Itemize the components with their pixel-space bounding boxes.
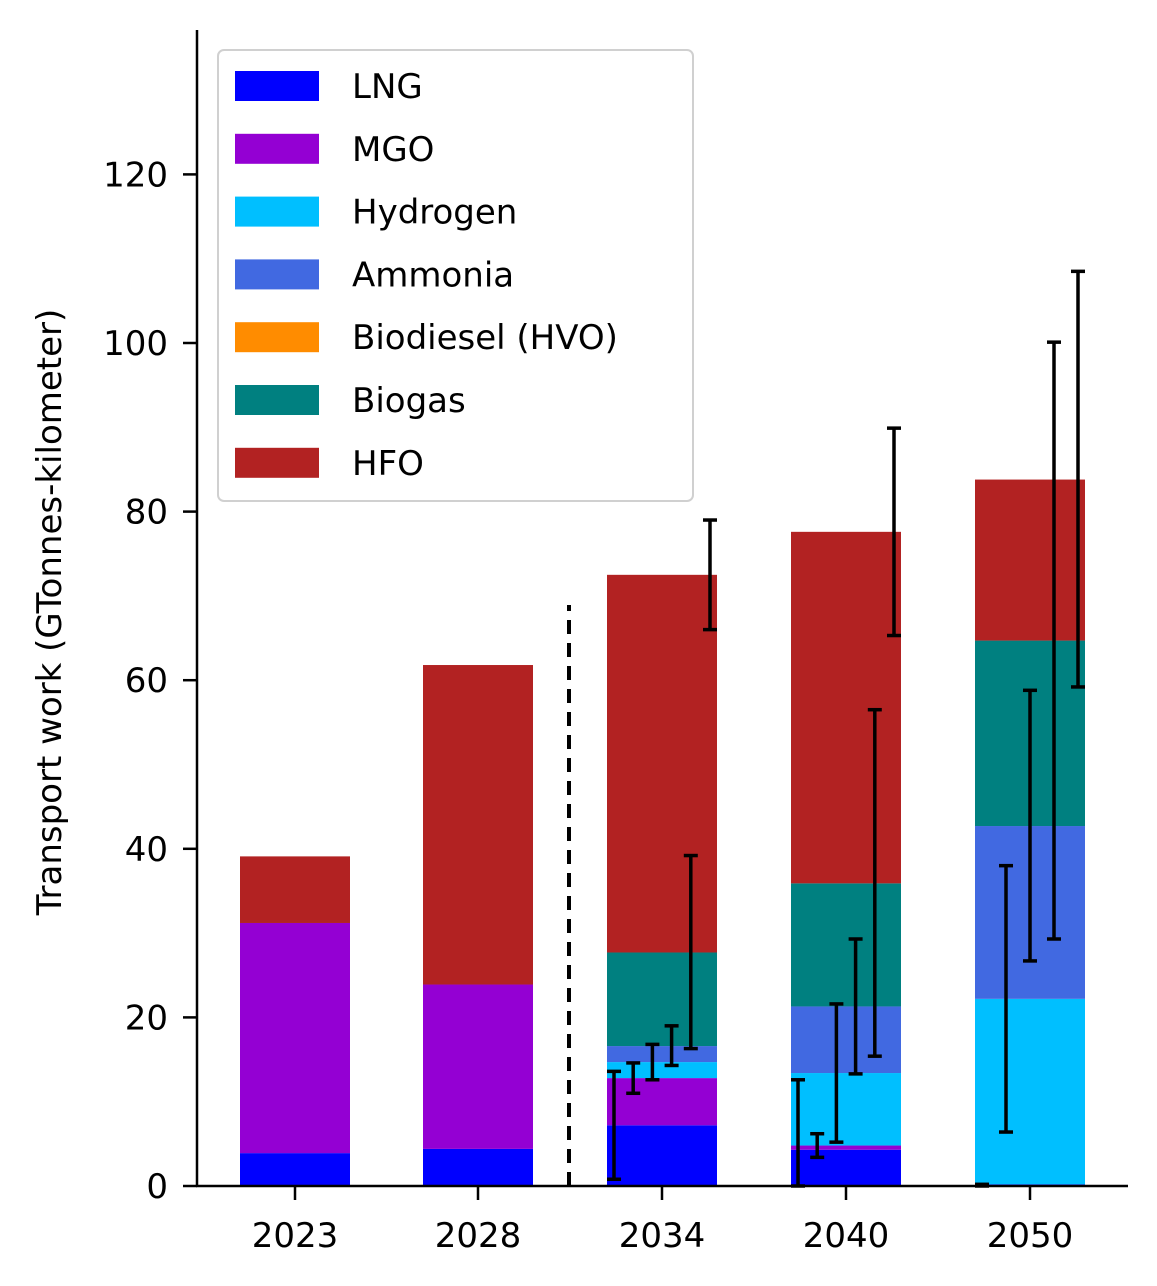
legend-label: MGO bbox=[352, 130, 434, 170]
bar-ammonia-2034 bbox=[607, 1046, 717, 1063]
y-tick-label-40: 40 bbox=[125, 830, 168, 870]
bar-hydrogen-2034 bbox=[607, 1062, 717, 1079]
bar-ammonia-2040 bbox=[791, 1006, 901, 1074]
legend-item-lng: LNG bbox=[235, 67, 423, 107]
error-bar-2040-3 bbox=[829, 1002, 844, 1144]
x-tick-label-2034: 2034 bbox=[619, 1216, 706, 1256]
y-tick-label-120: 120 bbox=[103, 155, 168, 195]
legend-swatch bbox=[235, 322, 319, 353]
error-bar-2050-5 bbox=[1071, 269, 1085, 689]
legend-item-ammonia: Ammonia bbox=[235, 255, 514, 295]
error-bar-2034-1 bbox=[607, 1069, 621, 1182]
y-axis-label: Transport work (GTonnes-kilometer) bbox=[30, 309, 70, 917]
bar-mgo-2040 bbox=[791, 1145, 901, 1150]
bar-hfo-2028 bbox=[423, 665, 533, 985]
legend-label: Biogas bbox=[352, 381, 466, 421]
legend-item-biogas: Biogas bbox=[235, 381, 466, 421]
y-tick-label-60: 60 bbox=[125, 661, 168, 701]
legend: LNG MGO Hydrogen Ammonia Biodiesel (HVO) Biog… bbox=[217, 49, 694, 502]
error-bar-2034-2 bbox=[626, 1061, 641, 1096]
error-bar-2040-2 bbox=[810, 1131, 825, 1160]
legend-item-mgo: MGO bbox=[235, 130, 434, 170]
error-bar-2050-4 bbox=[1047, 340, 1061, 941]
legend-swatch bbox=[235, 133, 319, 164]
bars-layer bbox=[240, 479, 1085, 1186]
x-tick-label-2050: 2050 bbox=[987, 1216, 1074, 1256]
bar-lng-2034 bbox=[607, 1125, 717, 1186]
error-bars-layer bbox=[607, 269, 1085, 1188]
y-tick-label-80: 80 bbox=[125, 493, 168, 533]
x-tick-label-2028: 2028 bbox=[435, 1216, 522, 1256]
x-tick-label-2040: 2040 bbox=[803, 1216, 890, 1256]
bar-lng-2028 bbox=[423, 1148, 533, 1186]
bar-biogas-2034 bbox=[607, 952, 717, 1047]
error-bar-2034-3 bbox=[645, 1042, 660, 1082]
bar-mgo-2023 bbox=[240, 922, 350, 1154]
bar-mgo-2034 bbox=[607, 1078, 717, 1126]
bar-hydrogen-2040 bbox=[791, 1073, 901, 1146]
legend-frame bbox=[217, 49, 694, 502]
legend-swatch bbox=[235, 385, 319, 415]
legend-swatch bbox=[235, 196, 319, 227]
error-bar-2040-6 bbox=[887, 426, 901, 638]
legend-item-biodiesel-hvo: Biodiesel (HVO) bbox=[235, 318, 618, 358]
legend-label: Ammonia bbox=[352, 255, 514, 295]
bar-lng-2023 bbox=[240, 1153, 350, 1186]
y-tick-label-0: 0 bbox=[146, 1167, 168, 1207]
error-bar-2040-5 bbox=[867, 707, 882, 1058]
legend-swatch bbox=[235, 447, 319, 478]
x-ticks-layer: 2023 2028 2034 2040 2050 bbox=[252, 1186, 1074, 1256]
y-ticks-layer: 0 20 40 60 80 100 120 bbox=[103, 155, 197, 1207]
y-tick-label-20: 20 bbox=[125, 998, 168, 1038]
error-bar-2034-6 bbox=[703, 518, 717, 632]
error-bar-2040-4 bbox=[848, 937, 863, 1076]
bar-hydrogen-2050 bbox=[975, 998, 1085, 1185]
error-bar-2050-3 bbox=[1023, 688, 1037, 963]
y-tick-label-100: 100 bbox=[103, 324, 168, 364]
bar-mgo-2028 bbox=[423, 984, 533, 1149]
legend-label: Biodiesel (HVO) bbox=[352, 318, 618, 358]
legend-label: Hydrogen bbox=[352, 193, 517, 233]
bar-hfo-2050 bbox=[975, 479, 1085, 641]
x-tick-label-2023: 2023 bbox=[252, 1216, 339, 1256]
error-bar-2050-2 bbox=[999, 863, 1013, 1134]
legend-swatch bbox=[235, 71, 319, 101]
legend-swatch bbox=[235, 259, 319, 290]
bar-biogas-2040 bbox=[791, 883, 901, 1007]
bar-lng-2040 bbox=[791, 1149, 901, 1186]
legend-item-hfo: HFO bbox=[235, 444, 424, 484]
bar-hfo-2040 bbox=[791, 531, 901, 884]
bar-hfo-2023 bbox=[240, 856, 350, 923]
error-bar-2034-4 bbox=[664, 1024, 679, 1068]
legend-items: LNG MGO Hydrogen Ammonia Biodiesel (HVO) Biog… bbox=[235, 67, 618, 484]
error-bar-2034-5 bbox=[683, 853, 698, 1051]
bar-hfo-2034 bbox=[607, 574, 717, 953]
legend-item-hydrogen: Hydrogen bbox=[235, 193, 517, 233]
legend-label: HFO bbox=[352, 444, 424, 484]
legend-label: LNG bbox=[352, 67, 423, 107]
